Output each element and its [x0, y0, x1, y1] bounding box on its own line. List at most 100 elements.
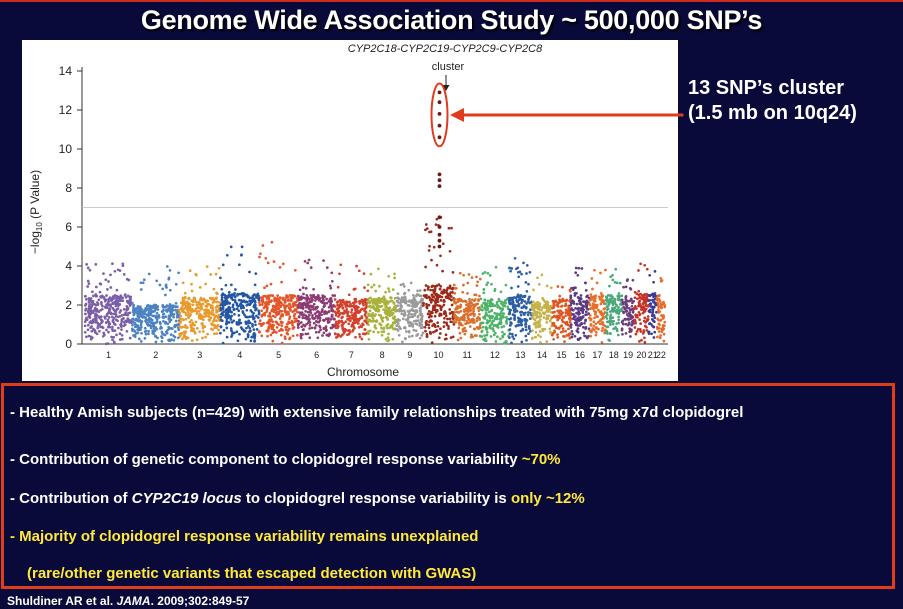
snp-point — [427, 295, 431, 299]
snp-point — [576, 338, 580, 342]
snp-point — [600, 294, 604, 297]
snp-point — [541, 297, 545, 300]
snp-point — [154, 303, 158, 307]
snp-point — [608, 323, 612, 327]
snp-point — [575, 329, 579, 333]
snp-point — [627, 318, 630, 321]
snp-point — [378, 297, 381, 300]
snp-point — [83, 330, 87, 334]
snp-point — [448, 312, 452, 315]
snp-point — [306, 261, 310, 265]
snp-point — [637, 301, 641, 304]
snp-point — [386, 326, 389, 330]
chromosome-3-points — [178, 265, 222, 342]
snp-point — [405, 330, 408, 333]
snp-point — [246, 333, 250, 337]
chromosome-14-points — [530, 273, 554, 344]
snp-point — [162, 306, 165, 309]
snp-point — [303, 316, 307, 320]
snp-point — [461, 300, 465, 303]
snp-point — [120, 337, 124, 341]
snp-point — [415, 334, 418, 337]
snp-point — [596, 315, 599, 319]
snp-point — [568, 318, 572, 321]
snp-point — [100, 307, 104, 311]
snp-point — [135, 319, 139, 322]
snp-point — [257, 312, 261, 316]
snp-point — [90, 325, 93, 328]
snp-point — [291, 334, 295, 338]
snp-point — [427, 303, 431, 307]
snp-point — [531, 307, 535, 310]
snp-point — [657, 322, 661, 326]
snp-point — [451, 271, 455, 274]
snp-point — [301, 307, 305, 310]
snp-point — [331, 323, 335, 327]
snp-point — [626, 323, 630, 327]
snp-point — [86, 266, 90, 270]
snp-point — [295, 310, 299, 314]
snp-point — [627, 306, 631, 310]
snp-point — [115, 294, 119, 298]
snp-point — [260, 314, 264, 318]
bullet-cyp2c19-value: only ~12% — [510, 490, 585, 507]
snp-point — [335, 326, 339, 330]
snp-point — [155, 317, 159, 321]
snp-point — [420, 323, 424, 326]
snp-point — [98, 329, 101, 333]
snp-point — [443, 337, 447, 341]
snp-point — [460, 323, 464, 327]
snp-point — [219, 306, 223, 310]
chromosome-13-points — [507, 256, 533, 345]
snp-point — [372, 330, 376, 334]
snp-point — [545, 284, 549, 288]
snp-point — [217, 313, 221, 317]
snp-point — [95, 294, 99, 298]
snp-point — [534, 302, 537, 306]
snp-point — [337, 315, 340, 318]
snp-point — [611, 273, 614, 277]
snp-point — [472, 307, 475, 311]
snp-point — [147, 329, 150, 333]
snp-point — [122, 273, 126, 276]
snp-point — [190, 326, 193, 329]
snp-point — [283, 306, 286, 309]
snp-point — [499, 290, 503, 294]
snp-point — [393, 296, 397, 300]
snp-point — [475, 319, 479, 323]
x-tick-label-chr-5: 5 — [276, 350, 281, 360]
x-tick-label-chr-4: 4 — [237, 350, 242, 360]
snp-point — [553, 329, 556, 333]
snp-point — [448, 249, 452, 253]
snp-point — [342, 322, 345, 325]
snp-point — [526, 310, 530, 314]
snp-point — [325, 317, 328, 320]
snp-point — [421, 325, 425, 329]
snp-point — [582, 331, 586, 335]
snp-point — [571, 332, 574, 336]
snp-point — [329, 286, 333, 290]
snp-point — [257, 309, 261, 313]
snp-point — [192, 327, 195, 331]
snp-point — [312, 302, 316, 306]
snp-point — [371, 312, 374, 315]
snp-point — [374, 313, 377, 316]
snp-point — [367, 314, 370, 318]
snp-point — [576, 327, 580, 330]
snp-point — [259, 252, 262, 256]
snp-point — [124, 311, 128, 314]
snp-point — [387, 332, 390, 336]
snp-point — [569, 323, 573, 327]
snp-point — [631, 310, 635, 314]
snp-point — [179, 317, 182, 320]
snp-point — [104, 342, 108, 346]
snp-point — [570, 308, 573, 311]
snp-point — [263, 286, 266, 290]
snp-point — [431, 298, 435, 302]
snp-point — [446, 287, 449, 290]
snp-point — [116, 315, 120, 319]
snp-point — [448, 297, 451, 301]
snp-point — [252, 328, 256, 331]
snp-point — [435, 217, 439, 221]
snp-point — [298, 301, 301, 305]
